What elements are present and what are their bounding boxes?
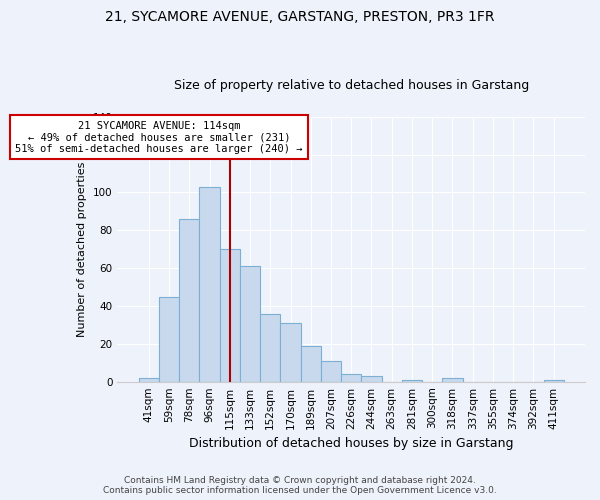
- Bar: [361, 376, 382, 382]
- Bar: [544, 380, 564, 382]
- Bar: [179, 219, 199, 382]
- Bar: [199, 187, 220, 382]
- Bar: [159, 296, 179, 382]
- Bar: [341, 374, 361, 382]
- Bar: [321, 361, 341, 382]
- X-axis label: Distribution of detached houses by size in Garstang: Distribution of detached houses by size …: [189, 437, 514, 450]
- Bar: [280, 323, 301, 382]
- Title: Size of property relative to detached houses in Garstang: Size of property relative to detached ho…: [173, 79, 529, 92]
- Bar: [220, 249, 240, 382]
- Bar: [240, 266, 260, 382]
- Bar: [139, 378, 159, 382]
- Text: Contains HM Land Registry data © Crown copyright and database right 2024.
Contai: Contains HM Land Registry data © Crown c…: [103, 476, 497, 495]
- Bar: [402, 380, 422, 382]
- Bar: [442, 378, 463, 382]
- Text: 21 SYCAMORE AVENUE: 114sqm
← 49% of detached houses are smaller (231)
51% of sem: 21 SYCAMORE AVENUE: 114sqm ← 49% of deta…: [15, 120, 303, 154]
- Y-axis label: Number of detached properties: Number of detached properties: [77, 162, 88, 337]
- Bar: [260, 314, 280, 382]
- Bar: [301, 346, 321, 382]
- Text: 21, SYCAMORE AVENUE, GARSTANG, PRESTON, PR3 1FR: 21, SYCAMORE AVENUE, GARSTANG, PRESTON, …: [105, 10, 495, 24]
